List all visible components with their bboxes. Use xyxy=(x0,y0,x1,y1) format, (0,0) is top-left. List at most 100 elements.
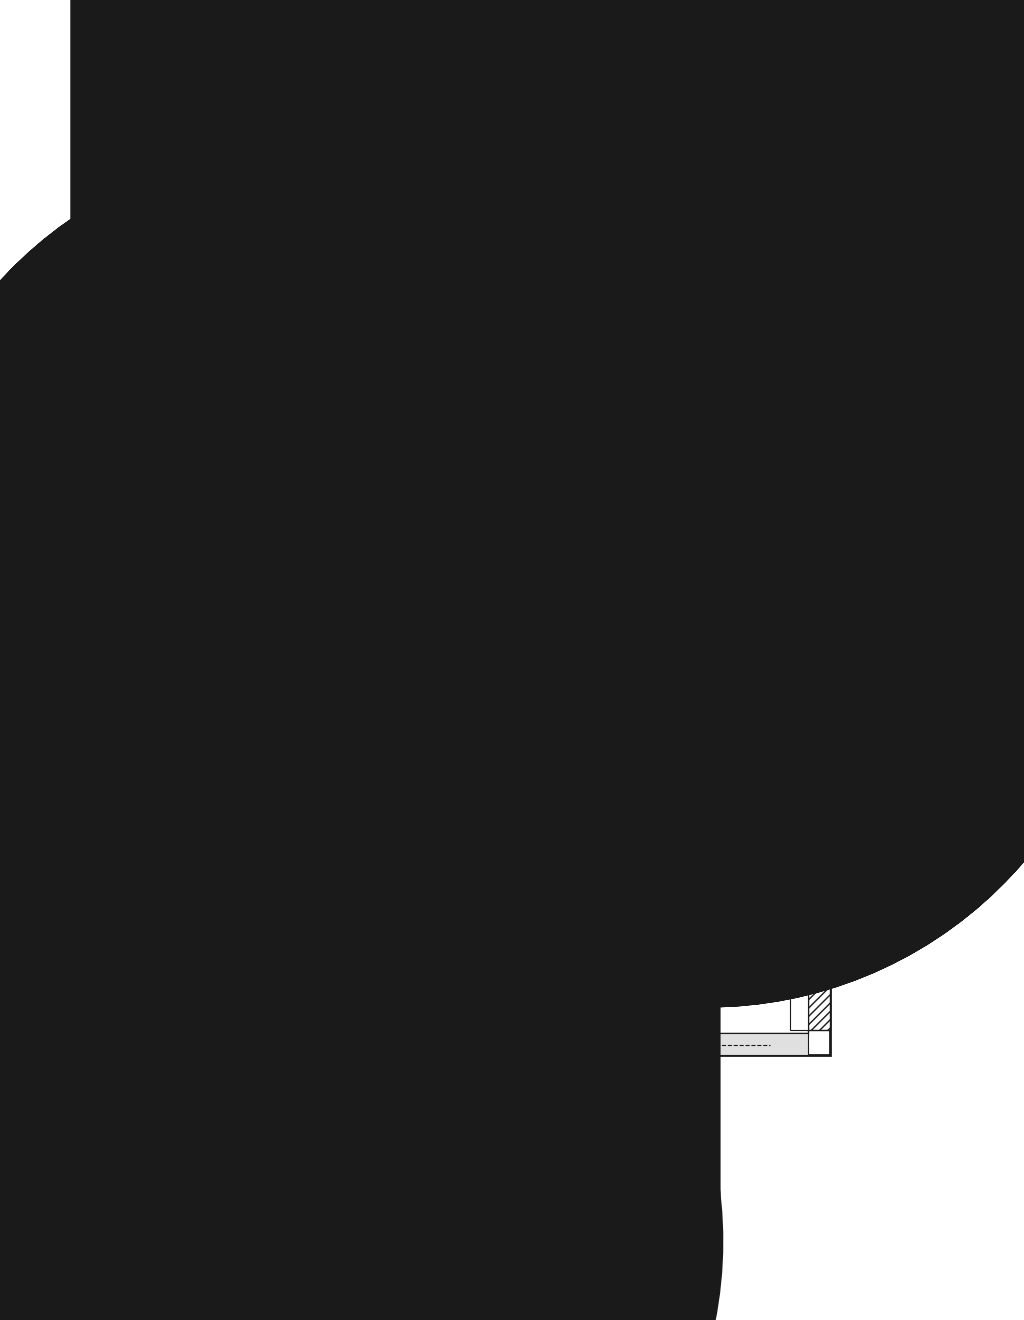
Bar xyxy=(472,412,510,430)
Bar xyxy=(270,412,308,430)
Text: 18: 18 xyxy=(489,491,505,504)
Bar xyxy=(177,685,808,708)
Bar xyxy=(790,715,808,1030)
Text: Nov. 14, 2013  Sheet 4 of 5: Nov. 14, 2013 Sheet 4 of 5 xyxy=(380,61,600,75)
Bar xyxy=(811,775,825,789)
Text: 26: 26 xyxy=(234,334,249,346)
Text: 28: 28 xyxy=(431,722,445,735)
Text: 15: 15 xyxy=(631,577,645,590)
Bar xyxy=(808,715,830,1030)
Text: 25: 25 xyxy=(421,326,435,338)
Text: PT: PT xyxy=(297,569,314,582)
Bar xyxy=(450,636,464,652)
Text: 8: 8 xyxy=(237,586,244,599)
Bar xyxy=(110,370,795,436)
Bar xyxy=(220,645,765,660)
Text: 22: 22 xyxy=(478,412,493,425)
Bar xyxy=(460,378,560,428)
Text: 26: 26 xyxy=(335,581,349,594)
Text: 25a: 25a xyxy=(369,574,391,587)
Text: 17: 17 xyxy=(673,491,687,504)
Text: -4a: -4a xyxy=(174,907,193,920)
Bar xyxy=(475,634,507,656)
Bar xyxy=(468,389,518,418)
Text: RB: RB xyxy=(197,577,216,590)
Bar xyxy=(160,940,174,954)
Text: 25a: 25a xyxy=(286,326,308,338)
Bar xyxy=(375,634,407,656)
Text: 12: 12 xyxy=(310,729,326,742)
Text: 16: 16 xyxy=(656,582,672,595)
Bar xyxy=(195,708,790,742)
Text: 10: 10 xyxy=(222,693,238,706)
Text: 11: 11 xyxy=(275,412,290,425)
Text: Fig. 5: Fig. 5 xyxy=(105,583,150,597)
Bar xyxy=(160,775,174,789)
Bar xyxy=(140,500,168,528)
Text: 25b: 25b xyxy=(449,581,471,594)
Text: NT: NT xyxy=(588,569,608,582)
Text: 17: 17 xyxy=(527,729,543,742)
Bar xyxy=(220,657,765,668)
Bar xyxy=(177,1034,808,1055)
Text: 3a: 3a xyxy=(131,1019,145,1031)
Text: 2(BC): 2(BC) xyxy=(158,491,193,504)
Bar xyxy=(793,370,831,459)
Text: 5: 5 xyxy=(209,285,217,298)
Text: 11: 11 xyxy=(220,710,236,723)
Bar xyxy=(110,480,795,531)
Bar xyxy=(293,610,325,668)
Text: 10: 10 xyxy=(275,392,290,404)
Bar xyxy=(265,389,315,418)
Text: 3: 3 xyxy=(488,1044,496,1056)
Text: 22: 22 xyxy=(394,729,410,742)
Bar xyxy=(88,370,123,484)
Bar xyxy=(155,685,830,1055)
Bar xyxy=(88,484,113,535)
Bar xyxy=(163,294,228,425)
Text: 1(BC): 1(BC) xyxy=(116,908,151,921)
Bar xyxy=(155,715,177,1030)
Bar xyxy=(560,370,795,436)
Text: 14: 14 xyxy=(833,399,848,412)
Bar xyxy=(110,370,248,436)
Text: 13: 13 xyxy=(720,298,735,312)
Bar xyxy=(177,715,195,1030)
Bar xyxy=(248,350,268,372)
Bar xyxy=(519,630,541,657)
Text: 16: 16 xyxy=(478,392,493,404)
Text: NT: NT xyxy=(633,264,653,276)
Text: 6a: 6a xyxy=(659,879,674,891)
Bar xyxy=(488,350,508,372)
Bar xyxy=(342,630,364,657)
Text: 27: 27 xyxy=(563,330,578,342)
Text: 2(BC): 2(BC) xyxy=(683,570,718,583)
Text: US 2013/0302660 A1: US 2013/0302660 A1 xyxy=(610,61,782,75)
Bar xyxy=(160,785,174,945)
Text: 25b: 25b xyxy=(501,326,523,338)
Text: 25: 25 xyxy=(434,574,450,587)
Text: 6: 6 xyxy=(668,928,675,941)
Text: 12: 12 xyxy=(92,519,108,532)
Text: 3b: 3b xyxy=(642,1019,657,1031)
Bar xyxy=(432,636,450,652)
Text: 18: 18 xyxy=(455,722,469,735)
Text: 9: 9 xyxy=(77,379,84,392)
Bar xyxy=(728,500,756,528)
Bar xyxy=(811,940,825,954)
Bar xyxy=(757,490,787,531)
Text: 13: 13 xyxy=(527,577,543,590)
Bar xyxy=(795,484,820,535)
Text: Fig. 4: Fig. 4 xyxy=(105,168,150,182)
Bar xyxy=(638,624,662,660)
Bar xyxy=(553,610,588,668)
Text: 5: 5 xyxy=(268,581,275,594)
Bar xyxy=(248,624,272,660)
Text: PT: PT xyxy=(271,264,289,276)
Bar xyxy=(412,342,450,372)
Bar xyxy=(110,490,140,531)
Bar xyxy=(540,348,558,372)
Text: 4: 4 xyxy=(190,863,198,876)
Bar xyxy=(811,785,825,945)
Bar xyxy=(628,294,696,425)
